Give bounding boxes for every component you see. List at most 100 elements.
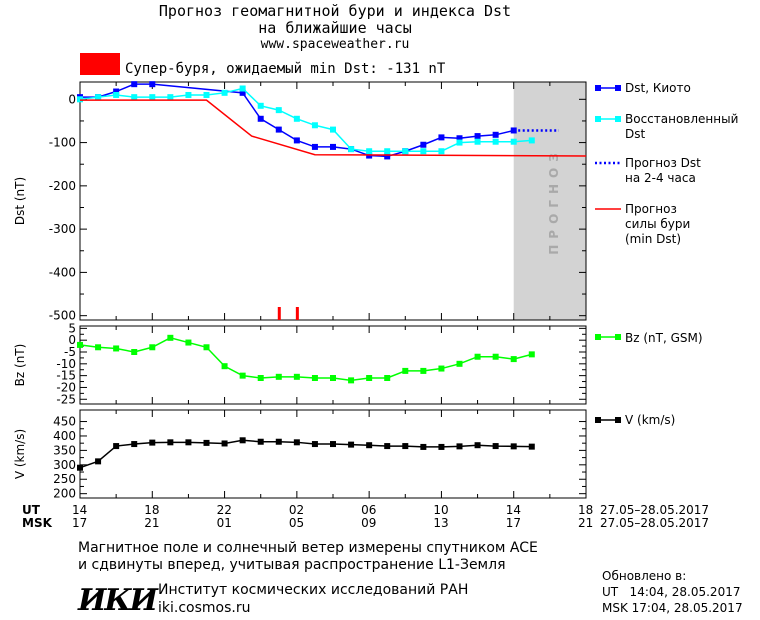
data-point <box>77 96 83 103</box>
y-tick-label: -300 <box>49 222 76 236</box>
data-point <box>113 345 120 352</box>
y-tick-label: -15 <box>56 369 76 383</box>
data-point <box>420 148 427 155</box>
data-point <box>402 148 409 155</box>
data-point <box>113 443 120 450</box>
data-point <box>131 94 138 101</box>
y-axis-label: V (km/s) <box>13 429 27 479</box>
data-point <box>384 443 391 450</box>
data-point <box>492 353 499 360</box>
data-point <box>275 373 282 380</box>
data-point <box>149 81 156 88</box>
data-point <box>492 131 499 138</box>
msk-tick-label: 21 <box>144 516 160 530</box>
forecast-band <box>513 82 586 320</box>
data-point <box>185 91 192 98</box>
data-point <box>456 139 463 146</box>
data-point <box>438 443 445 450</box>
legend-swatch-dst-forecast <box>595 161 621 165</box>
data-point <box>131 441 138 448</box>
y-tick-label: -25 <box>56 392 76 406</box>
y-axis-label: Dst (nT) <box>13 177 27 225</box>
ut-tick-label: 18 <box>578 503 594 517</box>
data-point <box>474 133 481 140</box>
data-point <box>510 356 517 363</box>
institute-site[interactable]: iki.cosmos.ru <box>158 600 251 616</box>
legend-label-v: V (km/s) <box>625 413 676 427</box>
y-tick-label: -400 <box>49 265 76 279</box>
plot-frame-1 <box>79 325 587 405</box>
data-point <box>311 143 318 150</box>
data-point <box>330 375 336 381</box>
data-point <box>402 367 409 374</box>
y-tick-label: 0 <box>68 333 76 347</box>
data-point <box>456 360 463 367</box>
data-point <box>528 443 535 450</box>
data-point <box>293 137 300 144</box>
data-point <box>221 440 228 447</box>
data-point <box>474 442 481 449</box>
data-point <box>239 372 246 379</box>
ut-tick-label: 14 <box>72 503 88 517</box>
data-point <box>203 344 210 351</box>
y-tick-label: 350 <box>53 443 76 457</box>
date-range-ut: 27.05–28.05.2017 <box>600 503 710 517</box>
data-point <box>456 135 463 142</box>
data-point <box>203 91 210 98</box>
data-point <box>330 441 336 448</box>
measurement-note-line1: Магнитное поле и солнечный ветер измерен… <box>78 540 538 556</box>
data-point <box>311 375 318 381</box>
data-point <box>330 126 336 133</box>
date-range-msk: 27.05–28.05.2017 <box>600 516 710 530</box>
data-point <box>420 367 427 374</box>
ut-row-label: UT <box>22 503 40 517</box>
data-point <box>149 94 156 101</box>
data-point <box>366 375 373 381</box>
ut-tick-label: 10 <box>433 503 449 517</box>
y-tick-label: -200 <box>49 179 76 193</box>
y-tick-label: 450 <box>53 415 76 429</box>
data-point <box>95 344 102 351</box>
y-tick-label: 250 <box>53 472 76 486</box>
event-marker <box>277 307 281 320</box>
data-point <box>167 439 174 446</box>
y-tick-label: 400 <box>53 429 76 443</box>
y-tick-label: -100 <box>49 136 76 150</box>
data-point <box>257 375 264 381</box>
data-point <box>492 138 499 145</box>
iki-logo: ИКИ <box>78 583 158 618</box>
y-tick-label: -10 <box>56 357 76 371</box>
chart-title-line2: на ближайшие часы <box>258 19 412 37</box>
data-point <box>95 458 102 465</box>
data-point <box>239 437 246 444</box>
data-point <box>492 443 499 450</box>
data-point <box>528 351 535 358</box>
data-point <box>474 138 481 145</box>
data-point <box>311 122 318 129</box>
legend-label-dst-kyoto: Dst, Киото <box>625 81 691 95</box>
y-tick-label: -5 <box>64 345 76 359</box>
data-point <box>293 373 300 380</box>
updated-msk: MSK 17:04, 28.05.2017 <box>602 601 743 615</box>
legend-swatch-storm-forecast <box>595 208 621 210</box>
data-point <box>185 439 192 446</box>
data-point <box>167 334 174 341</box>
data-point <box>293 439 300 446</box>
data-point <box>384 153 391 160</box>
series-line <box>79 87 532 152</box>
data-point <box>474 353 481 360</box>
data-point <box>113 91 120 98</box>
legend-label-dst-forecast: Прогноз Dst на 2-4 часа <box>625 156 701 185</box>
data-point <box>149 344 156 351</box>
msk-tick-label: 05 <box>288 516 305 530</box>
legend-swatch-v <box>595 417 621 423</box>
msk-tick-label: 13 <box>433 516 449 530</box>
legend-swatch-dst-kyoto <box>595 85 621 91</box>
data-point <box>438 365 445 372</box>
data-point <box>131 81 138 88</box>
source-url[interactable]: www.spaceweather.ru <box>260 37 410 52</box>
data-point <box>275 107 282 114</box>
data-point <box>257 438 264 445</box>
data-point <box>221 363 228 370</box>
ut-tick-label: 14 <box>505 503 521 517</box>
